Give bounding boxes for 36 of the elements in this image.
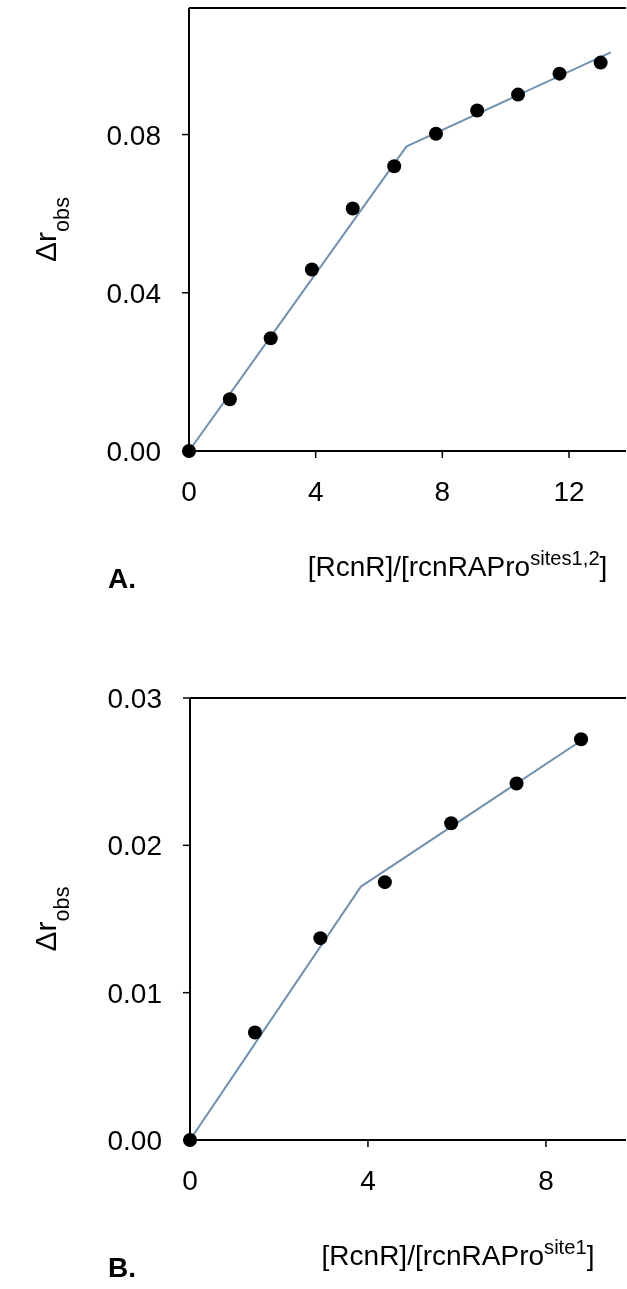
x-tick-label: 12	[553, 476, 585, 507]
point	[345, 201, 360, 216]
point	[377, 875, 392, 890]
y-tick-label: 0.03	[107, 683, 162, 714]
x-tick-label: 4	[360, 1165, 376, 1196]
y-tick-label: 0.00	[107, 1125, 162, 1156]
x-axis-title: [RcnR]/[rcnRAPro$^{site1}$]	[321, 1236, 595, 1271]
point	[429, 126, 443, 141]
y-tick-label: 0.01	[107, 977, 162, 1009]
point	[247, 1025, 262, 1040]
y-tick-label: 0.04	[106, 277, 161, 309]
x-tick-label: 8	[538, 1165, 554, 1196]
point	[183, 1133, 197, 1147]
y-tick-label: 0.00	[106, 436, 161, 467]
point	[263, 331, 278, 346]
point	[387, 159, 402, 174]
x-axis-title: [RcnR]/[rcnRAPro$^{sites1,2}$]	[307, 547, 608, 582]
point	[511, 87, 526, 102]
text: A.	[108, 563, 136, 594]
x-tick-label: 0	[181, 476, 197, 507]
point	[574, 732, 589, 747]
point	[304, 262, 319, 277]
y-tick-label: 0.08	[106, 119, 161, 151]
point	[593, 55, 608, 70]
x-tick-label: 4	[307, 476, 324, 507]
x-tick-label: 0	[182, 1165, 198, 1196]
text: B.	[108, 1252, 136, 1283]
point	[313, 931, 328, 946]
y-tick-label: 0.02	[107, 830, 162, 862]
point	[222, 392, 237, 407]
point	[470, 103, 485, 118]
x-tick-label: 8	[434, 476, 451, 507]
point	[182, 444, 196, 458]
point	[509, 776, 524, 791]
point	[552, 66, 567, 81]
point	[444, 816, 459, 831]
